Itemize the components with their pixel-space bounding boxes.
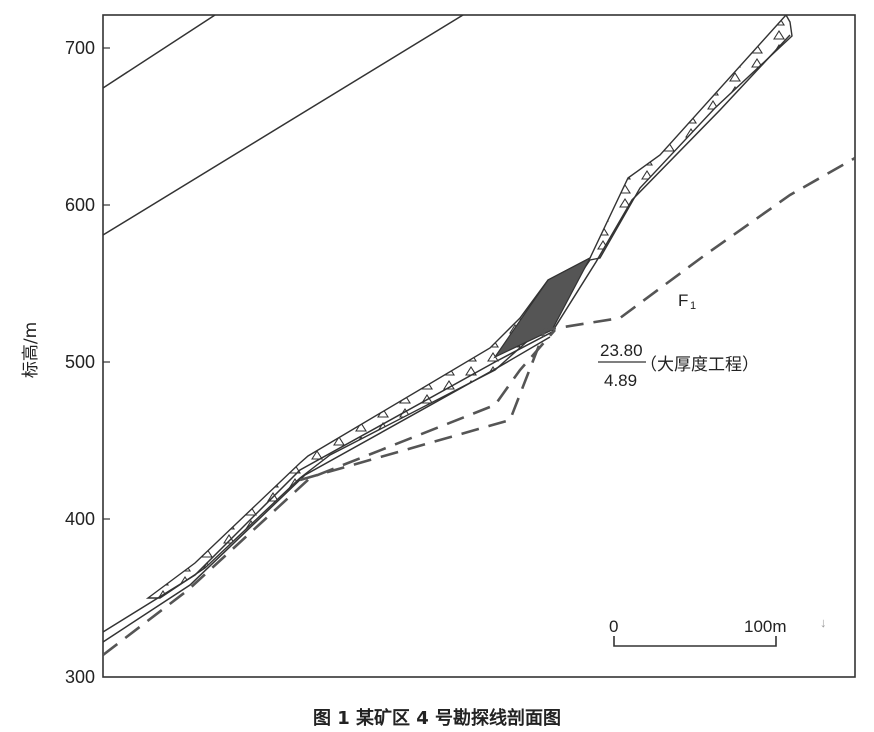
y-axis-label: 标高/m [21, 322, 41, 378]
ore-body-band [145, 15, 793, 599]
scale-end-label: 100m [744, 617, 787, 636]
scale-bar: 0 100m ↓ [609, 615, 827, 647]
scale-start-label: 0 [609, 617, 618, 636]
figure-caption: 图 1 某矿区 4 号勘探线剖面图 [313, 707, 561, 729]
annotation-grade: 4.89 [604, 371, 637, 390]
stray-mark: ↓ [820, 615, 827, 630]
stratum-line [103, 15, 216, 89]
ore-annotation: 23.80 4.89 （大厚度工程） [598, 341, 759, 390]
svg-text:1: 1 [690, 300, 696, 312]
y-tick-label: 700 [65, 38, 95, 58]
dashed-contact-line [103, 329, 556, 657]
ore-lens [493, 256, 592, 359]
y-tick-label: 400 [65, 509, 95, 529]
fault-line [299, 156, 855, 482]
stratum-line [103, 15, 464, 236]
svg-text:F: F [678, 291, 688, 310]
annotation-thickness: 23.80 [600, 341, 643, 360]
y-axis: 700 600 500 400 300 标高/m [21, 38, 110, 687]
fault-label: F 1 [678, 291, 696, 312]
y-tick-label: 500 [65, 352, 95, 372]
ore-boundary-line [103, 336, 551, 643]
y-tick-label: 600 [65, 195, 95, 215]
y-tick-label: 300 [65, 667, 95, 687]
plot-frame [102, 14, 856, 678]
annotation-note: （大厚度工程） [640, 355, 759, 374]
